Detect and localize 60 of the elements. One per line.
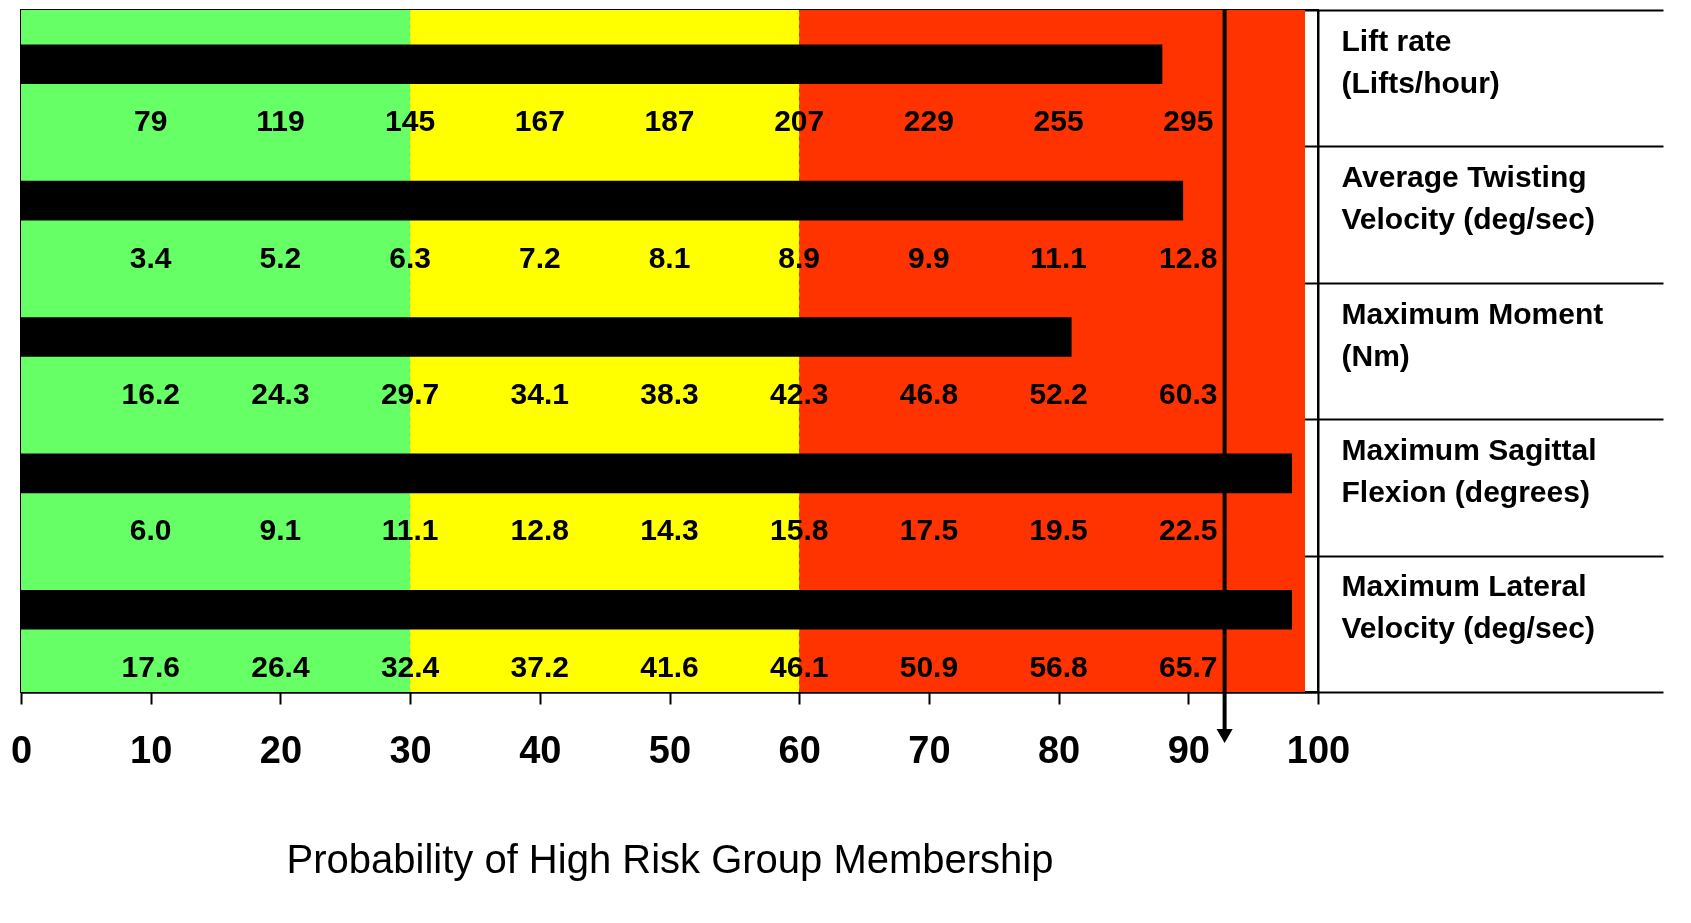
annotation: 11.1 [1030, 240, 1087, 274]
annotation: 255 [1033, 104, 1084, 138]
annotation: 50.9 [899, 649, 959, 683]
annotation: 24.3 [251, 377, 310, 410]
annotation: 187 [644, 104, 695, 138]
annotation: 60.3 [1159, 377, 1218, 410]
x-tick-label: 20 [259, 728, 303, 771]
x-tick-label: 80 [1037, 728, 1081, 771]
annotation: 38.3 [640, 377, 699, 410]
annotation: 65.7 [1159, 649, 1218, 683]
x-tick-label: 50 [648, 728, 692, 771]
annotation: 32.4 [380, 649, 440, 683]
annotation: 26.4 [251, 649, 310, 683]
annotation: 79 [134, 104, 168, 138]
annotation: 7.2 [518, 240, 561, 274]
y-tick-label: Lift rate (Lifts/hour) [1341, 23, 1500, 99]
y-tick-label: Average Twisting Velocity (deg/sec) [1341, 160, 1595, 236]
annotation: 11.1 [381, 513, 439, 547]
x-tick-label: 70 [908, 728, 951, 771]
x-tick-label: 60 [778, 728, 821, 771]
annotation: 14.3 [640, 513, 699, 547]
x-tick-label: 30 [389, 728, 432, 771]
annotation: 9.1 [259, 513, 302, 547]
annotation: 207 [774, 104, 825, 138]
annotation: 22.5 [1159, 513, 1218, 547]
annotation: 56.8 [1029, 649, 1088, 683]
annotation: 119 [256, 104, 305, 138]
annotation: 6.3 [389, 240, 431, 274]
annotation: 295 [1163, 104, 1214, 138]
annotation: 17.6 [121, 649, 180, 683]
annotation: 17.5 [899, 513, 959, 547]
annotation: 9.9 [908, 240, 950, 274]
x-tick-label: 100 [1286, 728, 1351, 771]
x-tick-label: 40 [519, 728, 562, 771]
annotation: 41.6 [640, 649, 699, 683]
annotation: 34.1 [510, 377, 569, 410]
y-tick-label: Maximum Lateral Velocity (deg/sec) [1341, 569, 1595, 645]
x-tick-label: 10 [130, 728, 173, 771]
annotation: 8.1 [648, 240, 691, 274]
annotation: 29.7 [380, 377, 440, 410]
annotation: 6.0 [129, 513, 172, 547]
annotation: 8.9 [778, 240, 821, 274]
annotation: 3.4 [129, 240, 172, 274]
annotation: 167 [514, 104, 565, 138]
x-axis-title: Probability of High Risk Group Membership [286, 836, 1054, 881]
annotation: 12.8 [1159, 240, 1218, 274]
annotation: 12.8 [510, 513, 569, 547]
x-tick-label: 90 [1167, 728, 1210, 771]
annotation: 229 [903, 104, 954, 138]
y-tick-label: Maximum Moment (Nm) [1341, 296, 1604, 372]
x-tick-label: 0 [10, 728, 33, 771]
y-tick-label: Maximum Sagittal Flexion (degrees) [1341, 432, 1597, 508]
annotation: 37.2 [510, 649, 569, 683]
annotation: 19.5 [1029, 513, 1088, 547]
annotation: 52.2 [1029, 377, 1088, 410]
annotation: 46.1 [770, 649, 829, 683]
annotation: 16.2 [121, 377, 180, 410]
annotation: 42.3 [770, 377, 829, 410]
annotation: 46.8 [899, 377, 959, 410]
annotation: 5.2 [259, 240, 302, 274]
